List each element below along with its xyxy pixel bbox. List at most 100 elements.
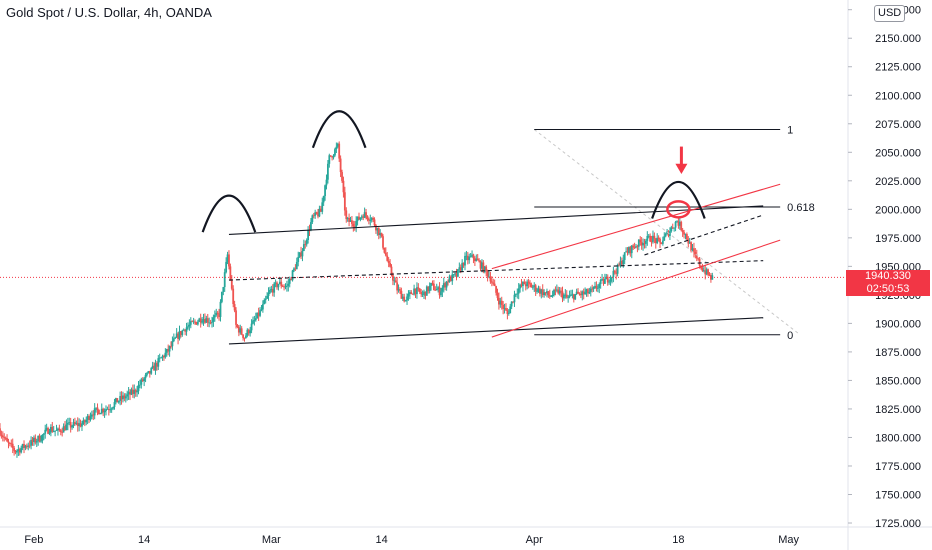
candle-body bbox=[90, 414, 93, 417]
candle-body bbox=[517, 288, 520, 294]
candle-body bbox=[48, 432, 51, 434]
x-tick-label: Feb bbox=[24, 534, 43, 546]
candle-body bbox=[452, 274, 455, 276]
candle-body bbox=[652, 235, 654, 242]
candle-body bbox=[612, 270, 615, 277]
candle-body bbox=[599, 279, 602, 285]
candle-body bbox=[136, 391, 138, 393]
candle-body bbox=[392, 274, 394, 281]
candle-body bbox=[96, 407, 99, 411]
candle-body bbox=[11, 443, 14, 448]
candle-body bbox=[82, 420, 85, 424]
candle-body bbox=[188, 324, 191, 327]
candle-body bbox=[283, 286, 285, 288]
candle-body bbox=[616, 264, 619, 274]
candle-body bbox=[375, 225, 377, 231]
candle-body bbox=[669, 231, 671, 236]
candle-body bbox=[622, 259, 625, 265]
candle-body bbox=[83, 420, 86, 423]
candle-body bbox=[281, 286, 284, 287]
y-tick-label: 1825.000 bbox=[875, 404, 921, 416]
x-tick-label: 14 bbox=[375, 534, 387, 546]
candle-body bbox=[252, 320, 254, 324]
candle-body bbox=[287, 283, 290, 286]
candle-body bbox=[334, 149, 336, 156]
candle-body bbox=[331, 156, 334, 158]
candle-body bbox=[406, 296, 408, 301]
candle-body bbox=[479, 261, 482, 269]
candle-body bbox=[550, 296, 553, 297]
candle-body bbox=[564, 294, 567, 296]
candle-body bbox=[107, 409, 110, 410]
candle-body bbox=[399, 289, 401, 291]
candle-body bbox=[290, 278, 293, 281]
candle-body bbox=[513, 294, 516, 303]
candle-body bbox=[317, 213, 319, 217]
candle-body bbox=[348, 217, 350, 222]
candle-body bbox=[620, 260, 623, 265]
candle-body bbox=[140, 379, 143, 385]
candle-body bbox=[278, 281, 281, 285]
candle-body bbox=[16, 450, 18, 453]
candle-body bbox=[379, 232, 382, 236]
candle-body bbox=[427, 286, 430, 292]
candle-body bbox=[596, 287, 599, 289]
candle-body bbox=[431, 282, 434, 284]
candle-body bbox=[625, 251, 628, 253]
candle-body bbox=[465, 255, 468, 257]
candle-body bbox=[708, 274, 711, 276]
candle-body bbox=[681, 230, 684, 233]
down-arrow-head bbox=[675, 163, 688, 174]
candle-body bbox=[572, 294, 575, 300]
candle-body bbox=[502, 304, 505, 309]
candle-countdown-tag: 02:50:53 bbox=[846, 283, 930, 297]
candle-body bbox=[76, 422, 79, 427]
candle-body bbox=[295, 261, 298, 270]
candle-body bbox=[486, 270, 489, 277]
candle-body bbox=[560, 290, 562, 292]
candle-body bbox=[24, 445, 27, 448]
y-tick-label: 1775.000 bbox=[875, 461, 921, 473]
candle-body bbox=[219, 301, 222, 317]
candle-body bbox=[475, 258, 478, 262]
candle-body bbox=[585, 289, 588, 293]
candle-body bbox=[195, 322, 198, 325]
candle-body bbox=[204, 319, 206, 323]
currency-selector[interactable]: USD bbox=[874, 5, 906, 22]
candle-body bbox=[356, 216, 359, 222]
candle-body bbox=[189, 321, 192, 325]
candle-body bbox=[609, 277, 612, 282]
candle-body bbox=[351, 220, 353, 224]
candle-body bbox=[605, 276, 608, 280]
candle-body bbox=[199, 318, 202, 323]
candle-body bbox=[6, 438, 8, 442]
candle-body bbox=[52, 431, 55, 432]
candle-body bbox=[319, 208, 322, 212]
candle-body bbox=[644, 240, 647, 244]
candle-body bbox=[493, 283, 496, 287]
candle-body bbox=[311, 215, 314, 223]
candle-body bbox=[507, 313, 510, 314]
candle-body bbox=[174, 337, 177, 339]
candle-body bbox=[386, 255, 389, 261]
y-tick-label: 2100.000 bbox=[875, 90, 921, 102]
candle-body bbox=[526, 281, 529, 287]
candle-body bbox=[260, 309, 263, 311]
candle-body bbox=[376, 227, 379, 231]
candle-body bbox=[254, 318, 257, 321]
candle-body bbox=[38, 435, 41, 442]
candle-body bbox=[615, 272, 618, 274]
candle-body bbox=[324, 185, 326, 197]
candle-body bbox=[685, 233, 688, 240]
candle-body bbox=[633, 247, 636, 249]
candle-body bbox=[653, 235, 656, 239]
candle-body bbox=[551, 295, 554, 297]
candle-body bbox=[540, 289, 543, 294]
candle-body bbox=[457, 269, 459, 277]
candle-body bbox=[362, 216, 365, 218]
candle-body bbox=[440, 291, 442, 296]
x-tick-label: 14 bbox=[138, 534, 150, 546]
candle-body bbox=[680, 221, 683, 231]
